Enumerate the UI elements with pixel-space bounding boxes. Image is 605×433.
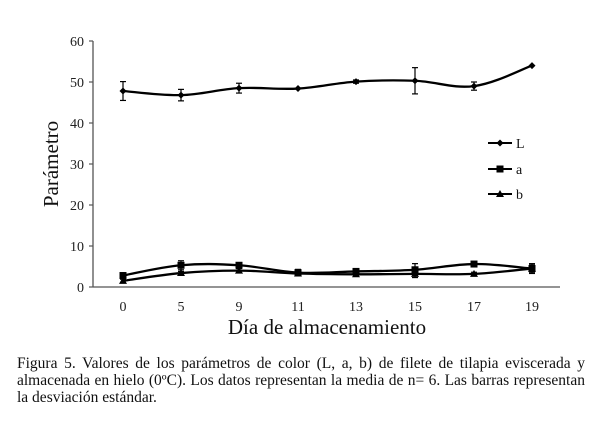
series-L <box>119 62 536 102</box>
x-axis-title: Día de almacenamiento <box>228 315 426 339</box>
x-tick-label: 15 <box>408 300 422 315</box>
y-tick-label: 30 <box>70 158 84 173</box>
y-tick-label: 0 <box>77 281 84 296</box>
svg-text:L: L <box>516 137 525 152</box>
y-tick-label: 40 <box>70 117 84 132</box>
legend-item-a: a <box>488 163 523 178</box>
x-tick-label: 5 <box>178 300 185 315</box>
series-b <box>119 264 536 284</box>
y-tick-label: 10 <box>70 240 84 255</box>
x-tick-label: 13 <box>349 300 363 315</box>
x-tick-label: 0 <box>120 300 127 315</box>
x-tick-label: 17 <box>467 300 481 315</box>
x-tick-label: 11 <box>291 300 304 315</box>
x-tick-label: 9 <box>236 300 243 315</box>
x-axis: 0 5 9 11 13 15 17 19 <box>93 286 560 315</box>
figure-caption: Figura 5. Valores de los parámetros de c… <box>17 355 585 406</box>
y-tick-label: 50 <box>70 76 84 91</box>
y-tick-label: 60 <box>70 35 84 50</box>
y-axis-title: Parámetro <box>39 121 63 207</box>
legend: Lab <box>488 137 525 203</box>
svg-text:b: b <box>516 188 523 203</box>
legend-item-b: b <box>488 188 523 203</box>
y-axis: 0 10 20 30 40 50 60 <box>70 35 94 296</box>
svg-text:a: a <box>516 163 523 178</box>
line-chart: 0 10 20 30 40 50 60 0 5 9 11 13 15 17 19 Lab Parámetr… <box>39 35 560 339</box>
data-series <box>119 62 536 284</box>
y-tick-label: 20 <box>70 199 84 214</box>
x-tick-label: 19 <box>525 300 539 315</box>
legend-item-L: L <box>488 137 525 152</box>
